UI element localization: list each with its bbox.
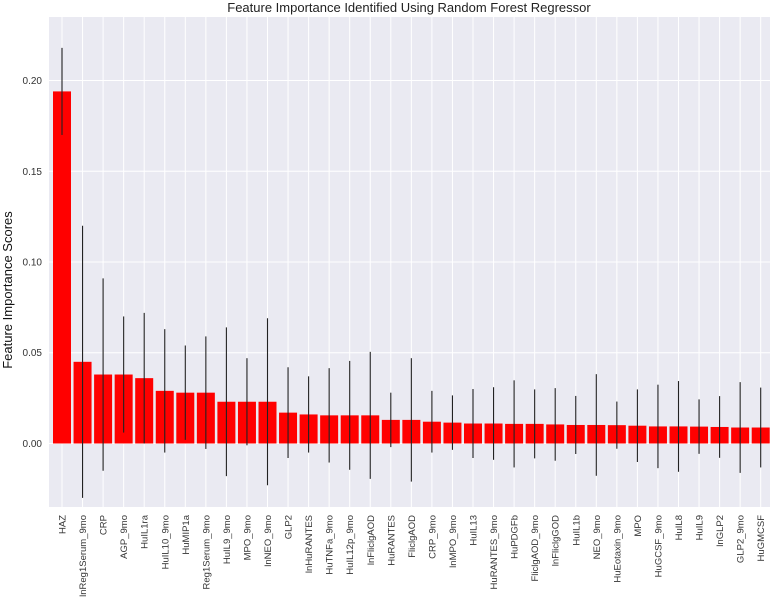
x-tick-label: lnReg1Serum_9mo	[78, 515, 89, 597]
x-tick-label: HuGCSF_9mo	[653, 515, 664, 577]
x-tick-label: MPO	[633, 515, 644, 537]
x-tick-label: NEO_9mo	[592, 515, 603, 559]
x-tick-label: GLP2	[284, 515, 295, 539]
x-tick-label: HuIL13	[469, 515, 480, 546]
x-tick-label: lnHuRANTES	[304, 515, 315, 573]
x-tick-label: MPO_9mo	[242, 515, 253, 560]
x-tick-label: HuIL1ra	[140, 514, 151, 549]
x-tick-label: HuMIP1a	[181, 514, 192, 554]
x-axis-ticks: HAZ lnReg1Serum_9mo CRP AGP_9mo HuIL1ra HuIL1…	[58, 514, 768, 597]
x-tick-label: HuIL8	[674, 515, 685, 540]
x-tick-label: CRP	[99, 515, 110, 535]
y-axis-ticks: 0.00 0.05 0.10 0.15 0.20	[23, 76, 43, 450]
chart-title: Feature Importance Identified Using Rand…	[227, 0, 591, 15]
x-tick-label: GLP2_9mo	[736, 515, 747, 563]
y-tick-label: 0.20	[23, 76, 43, 87]
x-tick-label: lnGLP2	[715, 515, 726, 547]
x-tick-label: Reg1Serum_9mo	[201, 515, 212, 589]
bar	[53, 91, 71, 444]
x-tick-label: HuTNFa_9mo	[325, 515, 336, 575]
x-tick-label: lnFliclgAOD	[366, 515, 377, 565]
x-tick-label: HuEotaxin_9mo	[612, 515, 623, 583]
x-tick-label: HuPDGFb	[510, 515, 521, 559]
error-bars	[61, 47, 762, 498]
x-tick-label: AGP_9mo	[119, 515, 130, 559]
x-tick-label: lnMPO_9mo	[448, 515, 459, 568]
y-tick-label: 0.10	[23, 258, 43, 269]
x-tick-label: FliclgAOD	[407, 515, 418, 558]
x-tick-label: HuIL9_9mo	[222, 515, 233, 564]
x-tick-label: lnNEO_9mo	[263, 515, 274, 567]
x-tick-label: FliclgAOD_9mo	[530, 515, 541, 582]
y-axis-label: Feature Importance Scores	[0, 211, 15, 369]
x-tick-label: HuIL12p_9mo	[345, 515, 356, 575]
y-tick-label: 0.15	[23, 167, 43, 178]
x-tick-label: HuIL1b	[571, 515, 582, 546]
x-tick-label: CRP_9mo	[427, 515, 438, 559]
x-tick-label: HuIL9	[695, 515, 706, 540]
x-tick-label: HuRANTES	[386, 515, 397, 566]
x-tick-label: HuRANTES_9mo	[489, 515, 500, 589]
x-tick-label: lnFliclgGOD	[551, 515, 562, 566]
x-tick-label: HuIL10_9mo	[160, 515, 171, 569]
y-tick-label: 0.00	[23, 439, 43, 450]
x-tick-label: HuGMCSF	[756, 515, 767, 562]
y-tick-label: 0.05	[23, 348, 43, 359]
x-tick-label: HAZ	[58, 515, 69, 534]
